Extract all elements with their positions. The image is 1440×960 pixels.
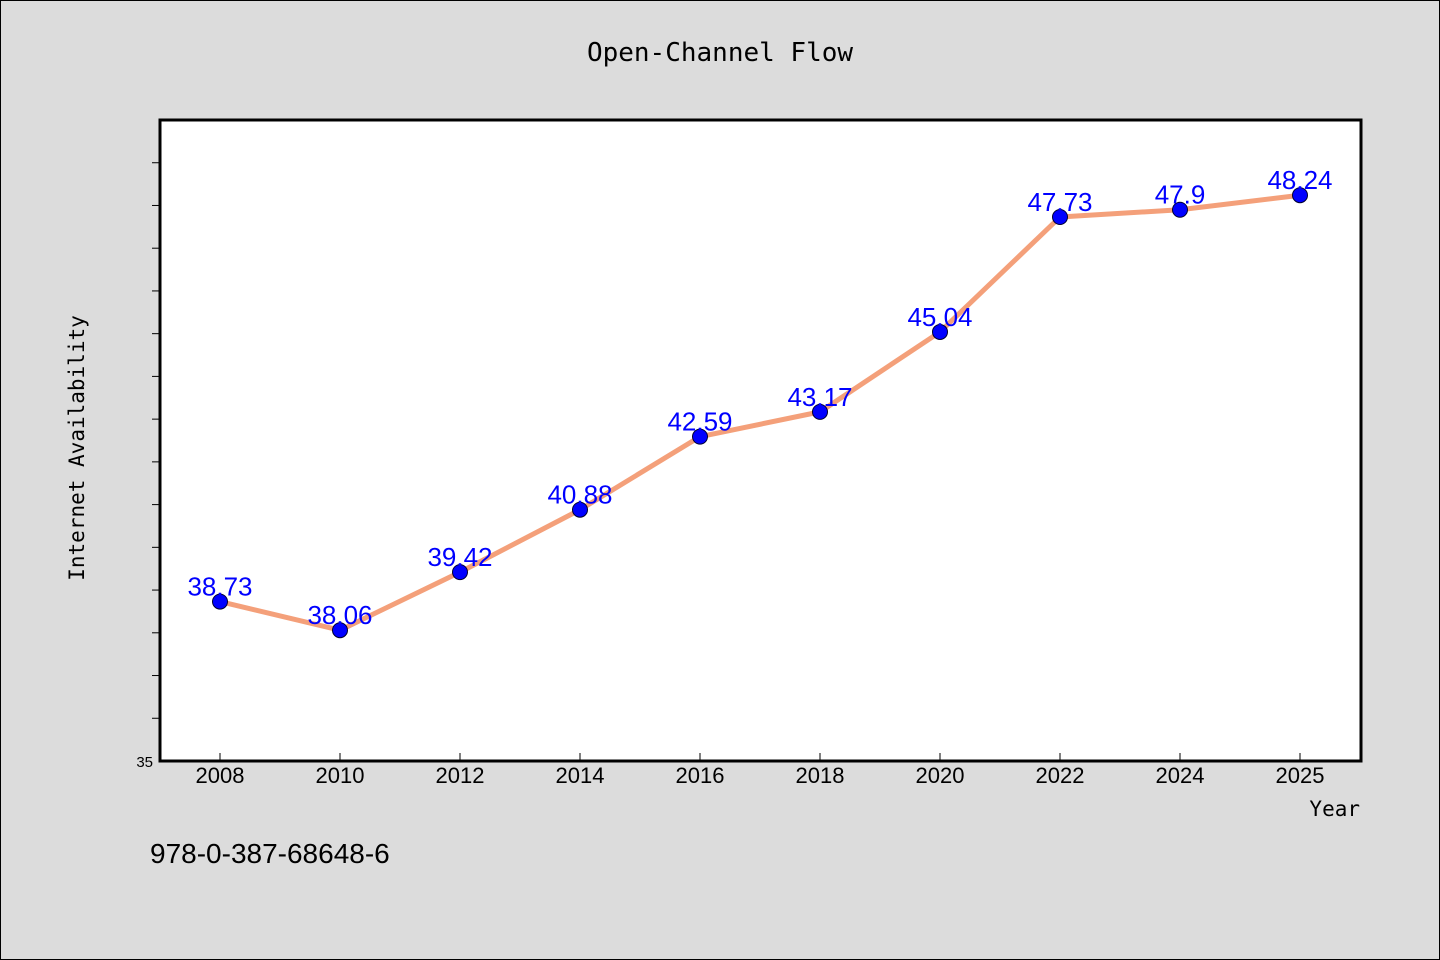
data-point [1052, 209, 1068, 226]
data-point [332, 622, 348, 639]
x-tick-label: 2008 [196, 763, 245, 788]
x-tick-label: 2010 [316, 763, 365, 788]
data-label: 39.42 [427, 542, 492, 572]
plot-area [158, 118, 1363, 763]
data-labels: 38.73 38.06 39.42 40.88 42.59 43.17 45.04 47.73… [187, 165, 1332, 630]
data-label: 42.59 [667, 407, 732, 437]
x-axis-ticks [219, 753, 1301, 761]
data-label: 47.73 [1027, 187, 1092, 217]
data-point [212, 593, 228, 610]
y-axis-tick-labels: 35 [136, 754, 153, 771]
data-point [1172, 201, 1188, 218]
data-point [932, 323, 948, 340]
y-axis-title: Internet Availability [65, 315, 89, 581]
x-tick-label: 2022 [1036, 763, 1085, 788]
x-tick-label: 2012 [436, 763, 485, 788]
data-point [1292, 187, 1308, 204]
x-tick-label: 2025 [1276, 763, 1325, 788]
x-tick-label: 2016 [676, 763, 725, 788]
data-point [452, 564, 468, 581]
series-line [219, 192, 1301, 633]
data-label: 45.04 [907, 302, 972, 332]
series-points [212, 187, 1308, 639]
data-label: 38.73 [187, 572, 252, 602]
x-tick-label: 2014 [556, 763, 605, 788]
x-axis-tick-labels: 2008 2010 2012 2014 2016 2018 2020 2022 2024 2025 [196, 763, 1325, 788]
x-axis-title: Year [1309, 797, 1360, 821]
data-label: 38.06 [307, 600, 372, 630]
data-label: 47.9 [1155, 180, 1206, 210]
y-tick-label: 35 [136, 754, 153, 771]
chart-title: Open-Channel Flow [587, 38, 853, 68]
x-tick-label: 2024 [1156, 763, 1205, 788]
isbn-text: 978-0-387-68648-6 [150, 838, 390, 869]
data-label: 40.88 [547, 480, 612, 510]
x-tick-label: 2020 [916, 763, 965, 788]
y-axis-ticks [152, 162, 160, 719]
data-label: 48.24 [1267, 165, 1332, 195]
data-point [692, 428, 708, 445]
x-tick-label: 2018 [796, 763, 845, 788]
data-point [812, 403, 828, 420]
data-label: 43.17 [787, 382, 852, 412]
data-point [572, 501, 588, 518]
